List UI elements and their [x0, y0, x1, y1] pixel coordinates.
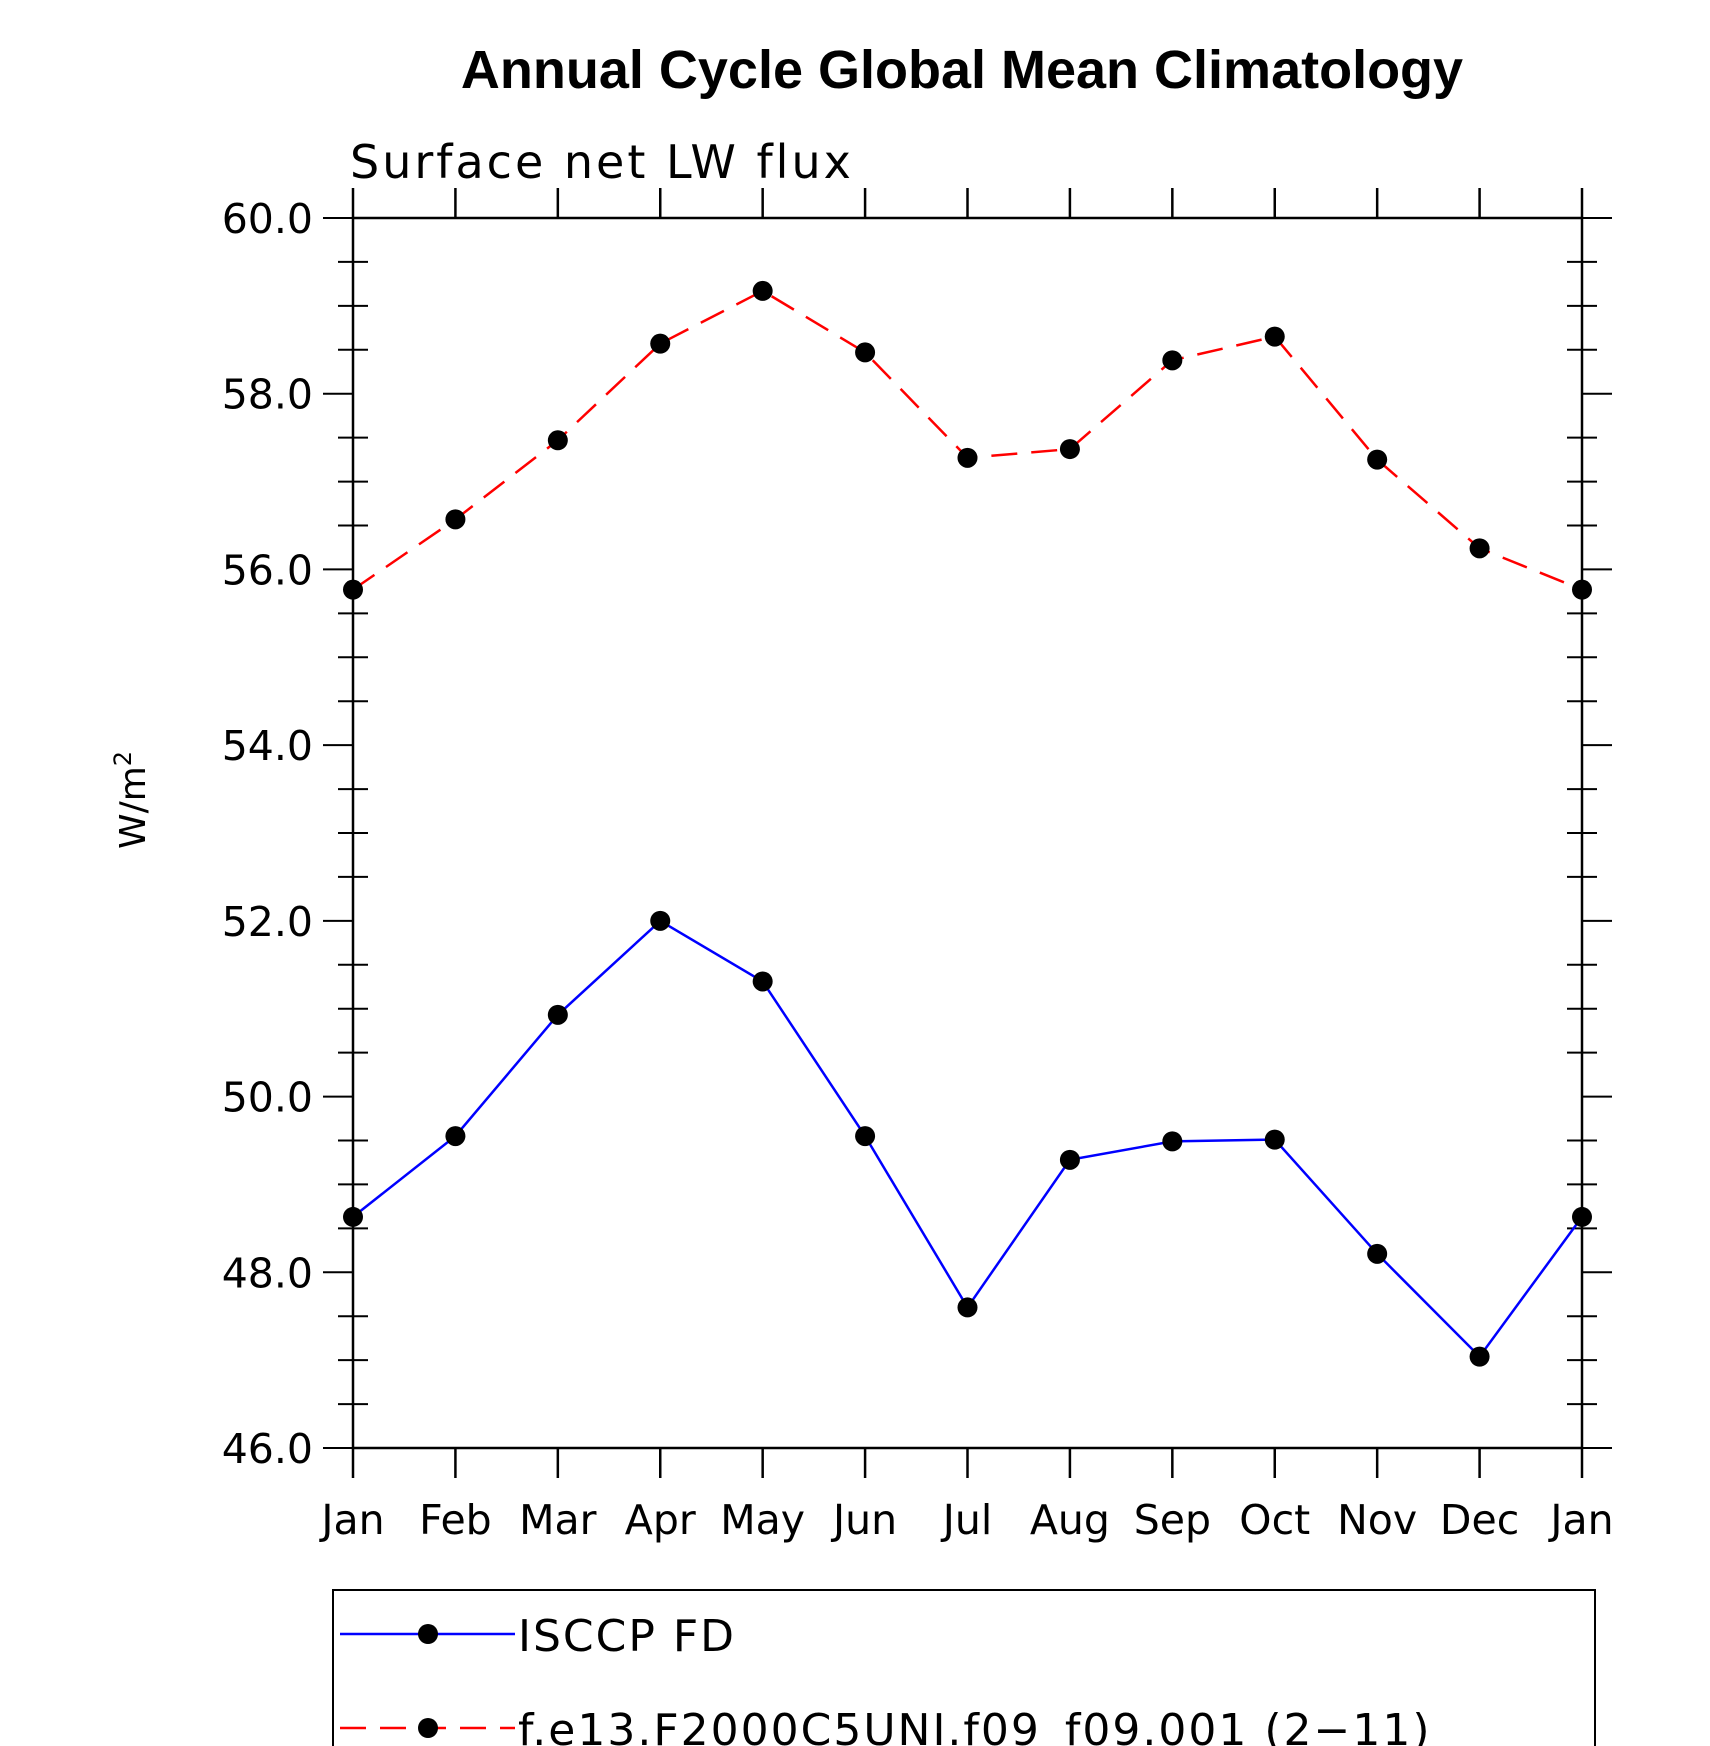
series-0-point: [957, 1297, 978, 1318]
series-0-point: [1162, 1131, 1183, 1152]
series-0-point: [445, 1126, 466, 1147]
series-1-point: [1572, 579, 1592, 600]
y-tick-label: 58.0: [222, 371, 313, 419]
y-tick-label: 52.0: [222, 898, 313, 946]
series-0-point: [1572, 1206, 1592, 1227]
x-tick-label: Sep: [1134, 1496, 1211, 1544]
series-0-point: [1367, 1243, 1388, 1264]
series-0-point: [650, 910, 671, 931]
series-0-point: [547, 1004, 568, 1025]
series-1-point: [1162, 350, 1183, 371]
y-tick-label: 50.0: [222, 1074, 313, 1122]
series-0-point: [343, 1206, 363, 1227]
x-tick-label: Mar: [519, 1496, 596, 1544]
y-tick-label: 56.0: [222, 546, 313, 594]
x-tick-label: Jan: [1547, 1496, 1613, 1544]
series-1-point: [1059, 439, 1080, 460]
legend-marker-isccp: [418, 1624, 438, 1644]
series-1-point: [445, 509, 466, 530]
x-tick-label: Jan: [318, 1496, 384, 1544]
legend: ISCCP FD f.e13.F2000C5UNI.f09_f09.001 (2…: [332, 1589, 1596, 1746]
y-tick-label: 54.0: [222, 722, 313, 770]
series-1-point: [650, 333, 671, 354]
x-tick-label: Oct: [1239, 1496, 1310, 1544]
svg-text:W/m2: W/m2: [109, 751, 154, 849]
legend-box: [332, 1589, 1596, 1746]
series-1-point: [752, 280, 773, 301]
x-tick-label: Apr: [625, 1496, 696, 1544]
x-tick-label: Feb: [419, 1496, 492, 1544]
series-1-point: [343, 579, 363, 600]
x-tick-label: Nov: [1337, 1496, 1417, 1544]
series-0-point: [1264, 1129, 1285, 1150]
series-0-point: [752, 971, 773, 992]
y-axis-label-superscript: 2: [109, 751, 137, 766]
series-0-point: [1059, 1149, 1080, 1170]
chart-subtitle: Surface net LW flux: [350, 135, 854, 189]
chart-title: Annual Cycle Global Mean Climatology: [461, 40, 1463, 100]
x-tick-label: Jun: [830, 1496, 897, 1544]
y-tick-label: 48.0: [222, 1249, 313, 1297]
series-0-point: [855, 1126, 876, 1147]
legend-label-isccp: ISCCP FD: [518, 1611, 736, 1662]
series-1-point: [1469, 538, 1490, 559]
series-1-point: [547, 430, 568, 451]
x-tick-label: May: [720, 1496, 805, 1544]
series-line-0: [352, 919, 1584, 1359]
y-tick-label: 60.0: [222, 195, 313, 243]
legend-marker-model: [418, 1718, 438, 1738]
series-1-point: [1264, 326, 1285, 347]
y-axis-label-text: W/m: [113, 766, 154, 849]
x-tick-label: Dec: [1440, 1496, 1519, 1544]
x-tick-label: Aug: [1030, 1496, 1110, 1544]
series-1-point: [957, 447, 978, 468]
plot-frame: [351, 216, 1584, 1450]
y-tick-label: 46.0: [222, 1425, 313, 1473]
series-1-point: [1367, 449, 1388, 470]
x-tick-label: Jul: [940, 1496, 992, 1544]
series-0-point: [1469, 1346, 1490, 1367]
legend-label-model: f.e13.F2000C5UNI.f09_f09.001 (2−11): [518, 1705, 1432, 1746]
y-axis-label: W/m2: [109, 751, 154, 849]
series-line-1: [352, 289, 1583, 591]
series-1-point: [855, 342, 876, 363]
